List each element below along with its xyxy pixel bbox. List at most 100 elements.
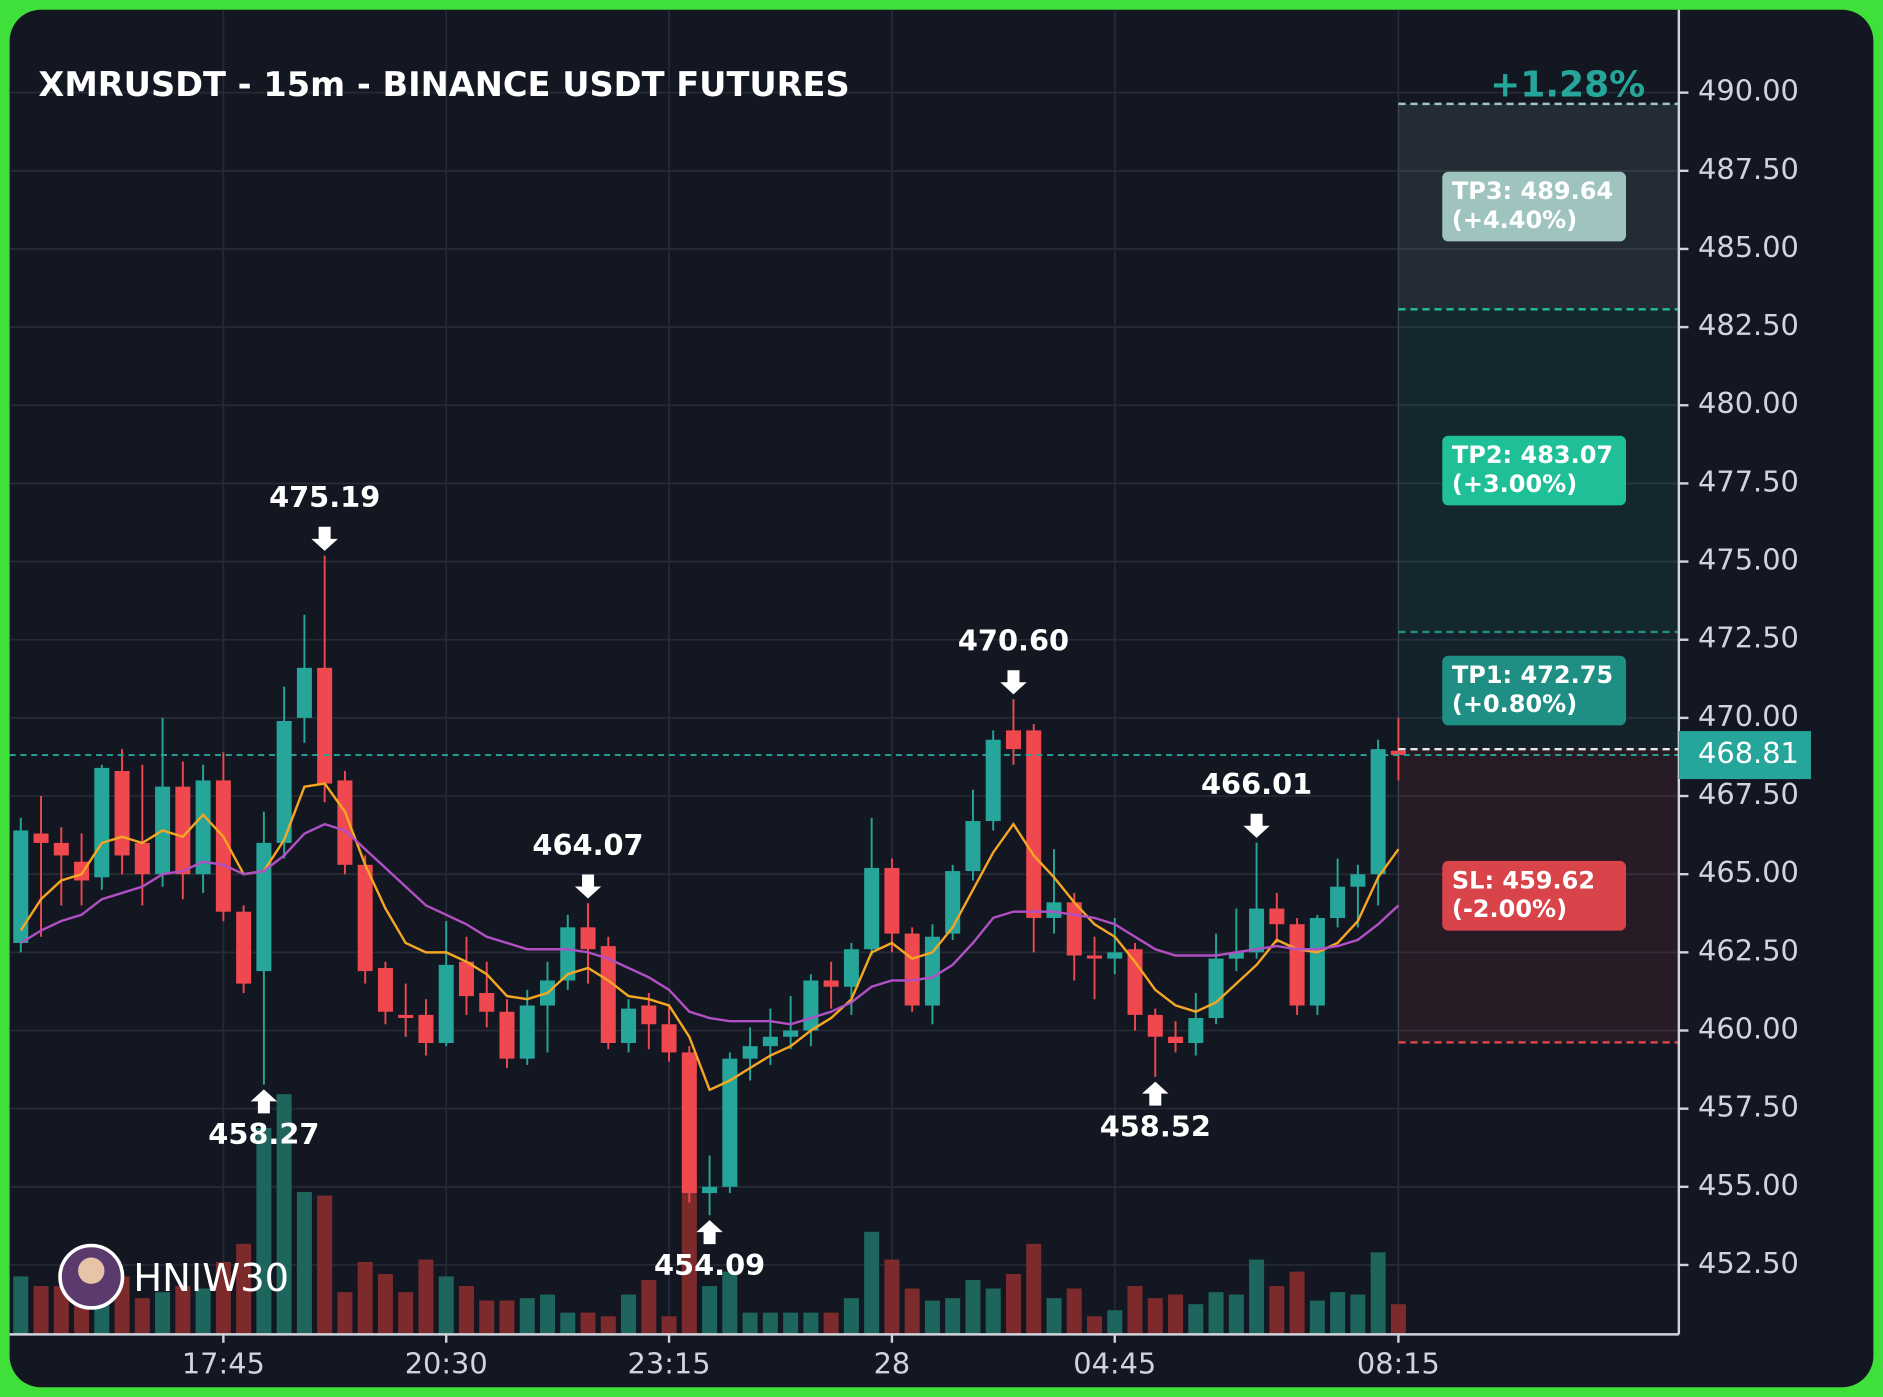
- candle-body: [803, 980, 819, 1031]
- candle-body: [1228, 952, 1244, 959]
- candle-body: [1026, 730, 1042, 918]
- y-tick-label: 487.50: [1698, 152, 1799, 186]
- candle-body: [1127, 949, 1143, 1015]
- overlays: TP3: 489.64(+4.40%) TP2: 483.07(+3.00%) TP…: [9, 102, 1679, 1282]
- candle-body: [114, 771, 130, 856]
- volume-bar: [1026, 1243, 1042, 1335]
- candle-body: [1269, 908, 1285, 925]
- volume-bar: [803, 1312, 819, 1335]
- candle-body: [33, 833, 49, 843]
- moving-average: [20, 822, 1400, 1026]
- volume-bar: [560, 1312, 576, 1335]
- volume-bar: [458, 1286, 474, 1335]
- volume-bar: [1046, 1298, 1062, 1335]
- annotation-label: 466.01: [1201, 767, 1312, 801]
- candle-body: [1208, 958, 1224, 1018]
- annotation-label: 458.27: [208, 1117, 319, 1151]
- volume-bar: [702, 1286, 718, 1335]
- candle-body: [195, 780, 211, 875]
- annotation-arrow: [1000, 670, 1027, 695]
- level-box: [1442, 860, 1627, 931]
- candle-body: [1289, 924, 1305, 1006]
- candle-body: [661, 1024, 677, 1053]
- candle-body: [783, 1030, 799, 1037]
- volume-bar: [540, 1294, 556, 1335]
- candles: [13, 555, 1406, 1216]
- level-label: TP3: 489.64: [1452, 177, 1613, 205]
- volume-bar: [1330, 1292, 1346, 1335]
- annotation-arrow: [250, 1089, 278, 1114]
- candle-body: [519, 1005, 535, 1059]
- candle-body: [175, 786, 191, 875]
- candle-body: [13, 830, 29, 943]
- candle-body: [398, 1014, 414, 1018]
- moving-averages: [19, 782, 1400, 1092]
- volume-bar: [479, 1300, 495, 1335]
- y-tick-label: 485.00: [1698, 230, 1799, 264]
- volume: [13, 1094, 1406, 1335]
- candle-body: [1370, 749, 1386, 875]
- candle-body: [985, 739, 1001, 822]
- volume-bar: [1168, 1294, 1184, 1335]
- candle-body: [377, 967, 393, 1012]
- annotation-label: 454.09: [654, 1248, 765, 1282]
- annotation-label: 475.19: [269, 480, 380, 514]
- volume-bar: [783, 1312, 799, 1335]
- volume-bar: [641, 1280, 657, 1335]
- candle-body: [499, 1011, 515, 1059]
- y-tick-label: 490.00: [1698, 74, 1799, 108]
- candle-body: [1309, 917, 1325, 1006]
- axes: 452.50 455.00 457.50 460.00 462.50 465.00 467.…: [182, 74, 1811, 1381]
- candle-body: [53, 842, 69, 856]
- volume-bar: [276, 1094, 292, 1335]
- annotation-arrow: [1243, 813, 1270, 838]
- volume-bar: [1208, 1292, 1224, 1335]
- volume-bar: [1370, 1252, 1386, 1335]
- volume-bar: [215, 1261, 231, 1335]
- candle-body: [702, 1186, 718, 1194]
- candle-body: [560, 927, 576, 981]
- y-tick-label: 452.50: [1698, 1246, 1799, 1280]
- candle-body: [1147, 1014, 1163, 1037]
- candle-body: [965, 821, 981, 872]
- change-label: +1.28%: [1490, 65, 1645, 106]
- volume-bar: [377, 1274, 393, 1335]
- candle-body: [236, 911, 252, 984]
- volume-bar: [864, 1231, 880, 1335]
- last-price-label: 468.81: [1698, 736, 1799, 770]
- candle-body: [296, 667, 312, 718]
- candle-body: [337, 780, 353, 865]
- volume-bar: [296, 1191, 312, 1335]
- grid: [9, 9, 1679, 1335]
- candle-body: [580, 927, 596, 950]
- candle-body: [94, 767, 110, 878]
- candle-body: [215, 780, 231, 912]
- candle-body: [1046, 902, 1062, 918]
- volume-bar: [823, 1312, 839, 1335]
- volume-bar: [924, 1300, 940, 1335]
- level-box: [1442, 171, 1627, 242]
- volume-bar: [13, 1276, 29, 1335]
- volume-bar: [722, 1271, 738, 1335]
- candle-body: [1107, 952, 1123, 959]
- last-price-box: [1678, 731, 1811, 780]
- level-change: (+3.00%): [1452, 470, 1577, 498]
- volume-bar: [398, 1292, 414, 1335]
- x-tick-label: 23:15: [628, 1347, 711, 1381]
- candle-body: [904, 933, 920, 1006]
- volume-bar: [33, 1286, 49, 1335]
- volume-bar: [965, 1280, 981, 1335]
- chart-title: XMRUSDT - 15m - BINANCE USDT FUTURES: [38, 65, 849, 104]
- annotation-label: 458.52: [1100, 1109, 1211, 1143]
- candle-body: [1330, 886, 1346, 918]
- candle-body: [438, 964, 454, 1044]
- y-tick-label: 480.00: [1698, 386, 1799, 420]
- level-box: [1442, 655, 1627, 726]
- candle-body: [864, 867, 880, 950]
- y-tick-label: 462.50: [1698, 933, 1799, 967]
- volume-bar: [1269, 1286, 1285, 1335]
- candle-body: [1168, 1036, 1184, 1044]
- candle-body: [1188, 1017, 1204, 1044]
- candle-body: [945, 871, 961, 934]
